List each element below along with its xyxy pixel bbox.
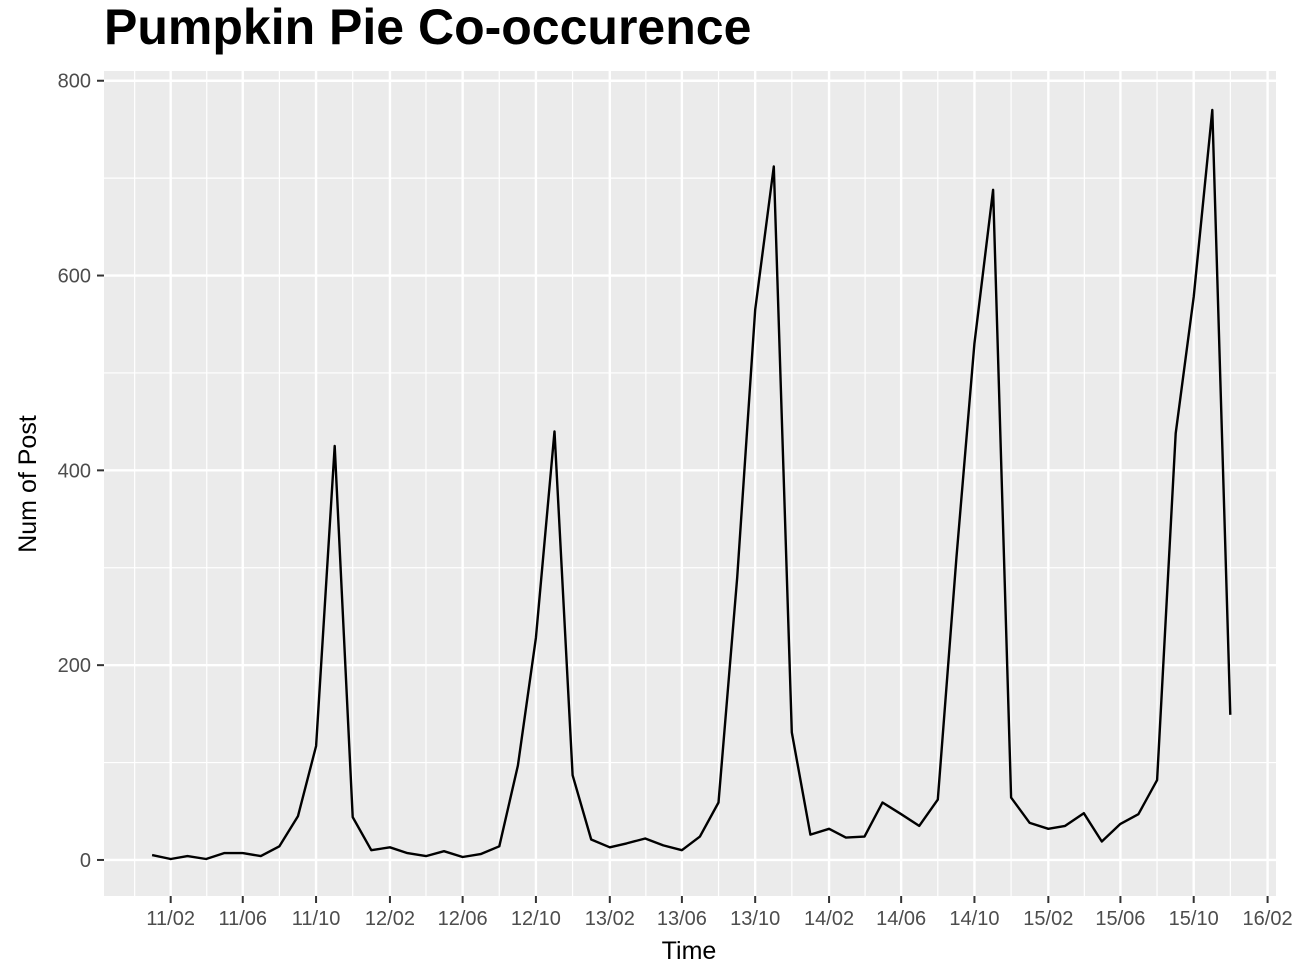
x-tick-label: 11/06 bbox=[218, 908, 267, 930]
x-tick-label: 15/02 bbox=[1023, 908, 1073, 930]
x-tick-label: 14/02 bbox=[804, 908, 854, 930]
x-tick-label: 14/10 bbox=[949, 908, 999, 930]
x-tick-label: 15/10 bbox=[1169, 908, 1219, 930]
y-axis-title: Num of Post bbox=[14, 415, 42, 553]
y-tick-label: 400 bbox=[58, 460, 91, 482]
x-axis-title: Time bbox=[662, 937, 717, 965]
x-tick-label: 13/02 bbox=[585, 908, 635, 930]
x-axis: 11/02 11/06 11/10 12/02 12/06 12/10 13/02 13/06… bbox=[146, 896, 1293, 930]
y-tick-label: 600 bbox=[58, 266, 91, 288]
x-tick-label: 12/10 bbox=[511, 908, 561, 930]
x-tick-label: 11/10 bbox=[292, 908, 341, 930]
x-tick-label: 16/02 bbox=[1243, 908, 1293, 930]
x-tick-label: 12/02 bbox=[365, 908, 415, 930]
x-tick-label: 14/06 bbox=[876, 908, 926, 930]
x-tick-label: 13/10 bbox=[730, 908, 780, 930]
x-tick-label: 11/02 bbox=[146, 908, 195, 930]
y-tick-label: 800 bbox=[58, 71, 91, 93]
major-gridlines bbox=[104, 71, 1276, 896]
x-tick-label: 12/06 bbox=[438, 908, 488, 930]
x-tick-label: 13/06 bbox=[657, 908, 707, 930]
y-tick-label: 0 bbox=[80, 850, 91, 872]
chart-title: Pumpkin Pie Co-occurence bbox=[104, 0, 751, 55]
x-tick-label: 15/06 bbox=[1095, 908, 1145, 930]
y-tick-label: 200 bbox=[58, 655, 91, 677]
series-line bbox=[151, 108, 1232, 861]
y-axis: 0 200 400 600 800 bbox=[58, 71, 104, 872]
plot-panel bbox=[104, 71, 1276, 896]
